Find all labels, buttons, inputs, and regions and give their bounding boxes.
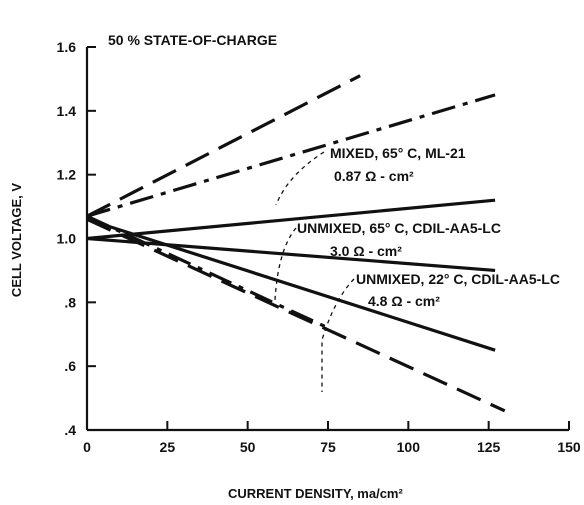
series-line-2 xyxy=(86,93,496,218)
x-tick-label: 25 xyxy=(160,439,176,455)
y-tick-label: .4 xyxy=(64,422,76,438)
tick-marks xyxy=(86,46,570,431)
series-line-5 xyxy=(86,217,496,352)
y-tick-label: 1.0 xyxy=(57,231,77,247)
tick-labels: 0 25 50 75 100 125 150 .4 .6 .8 1.0 1.2 1.4 1.6 xyxy=(57,39,581,455)
unmixed-22-label: UNMIXED, 22° C, CDIL-AA5-LC xyxy=(356,271,560,287)
x-tick-label: 50 xyxy=(240,439,256,455)
x-tick-label: 125 xyxy=(477,439,501,455)
series-line-3 xyxy=(86,198,496,241)
y-axis-title: CELL VOLTAGE, V xyxy=(9,183,24,297)
mixed-65-resistance-label: 0.87 Ω - cm² xyxy=(334,168,414,184)
leader-unmixed-22 xyxy=(321,278,355,392)
x-tick-label: 0 xyxy=(83,439,91,455)
x-tick-label: 75 xyxy=(320,439,336,455)
series-line-1 xyxy=(86,74,361,218)
y-tick-label: .6 xyxy=(64,358,76,374)
series-layer xyxy=(86,74,506,413)
state-of-charge-label: 50 % STATE-OF-CHARGE xyxy=(108,32,277,48)
unmixed-22-resistance-label: 4.8 Ω - cm² xyxy=(368,293,440,309)
leader-mixed xyxy=(275,151,325,206)
y-tick-label: 1.2 xyxy=(57,167,77,183)
y-tick-label: .8 xyxy=(64,294,76,310)
x-axis-title: CURRENT DENSITY, ma/cm² xyxy=(228,486,403,501)
y-tick-label: 1.6 xyxy=(57,39,77,55)
mixed-65-label: MIXED, 65° C, ML-21 xyxy=(330,145,466,161)
leader-unmixed-65 xyxy=(274,227,297,301)
unmixed-65-label: UNMIXED, 65° C, CDIL-AA5-LC xyxy=(297,220,501,236)
y-tick-label: 1.4 xyxy=(57,103,77,119)
unmixed-65-resistance-label: 3.0 Ω - cm² xyxy=(330,243,402,259)
x-tick-label: 150 xyxy=(557,439,581,455)
series-line-6 xyxy=(86,214,329,330)
series-line-7 xyxy=(86,217,506,413)
series-line-4 xyxy=(86,236,496,273)
x-tick-label: 100 xyxy=(397,439,421,455)
